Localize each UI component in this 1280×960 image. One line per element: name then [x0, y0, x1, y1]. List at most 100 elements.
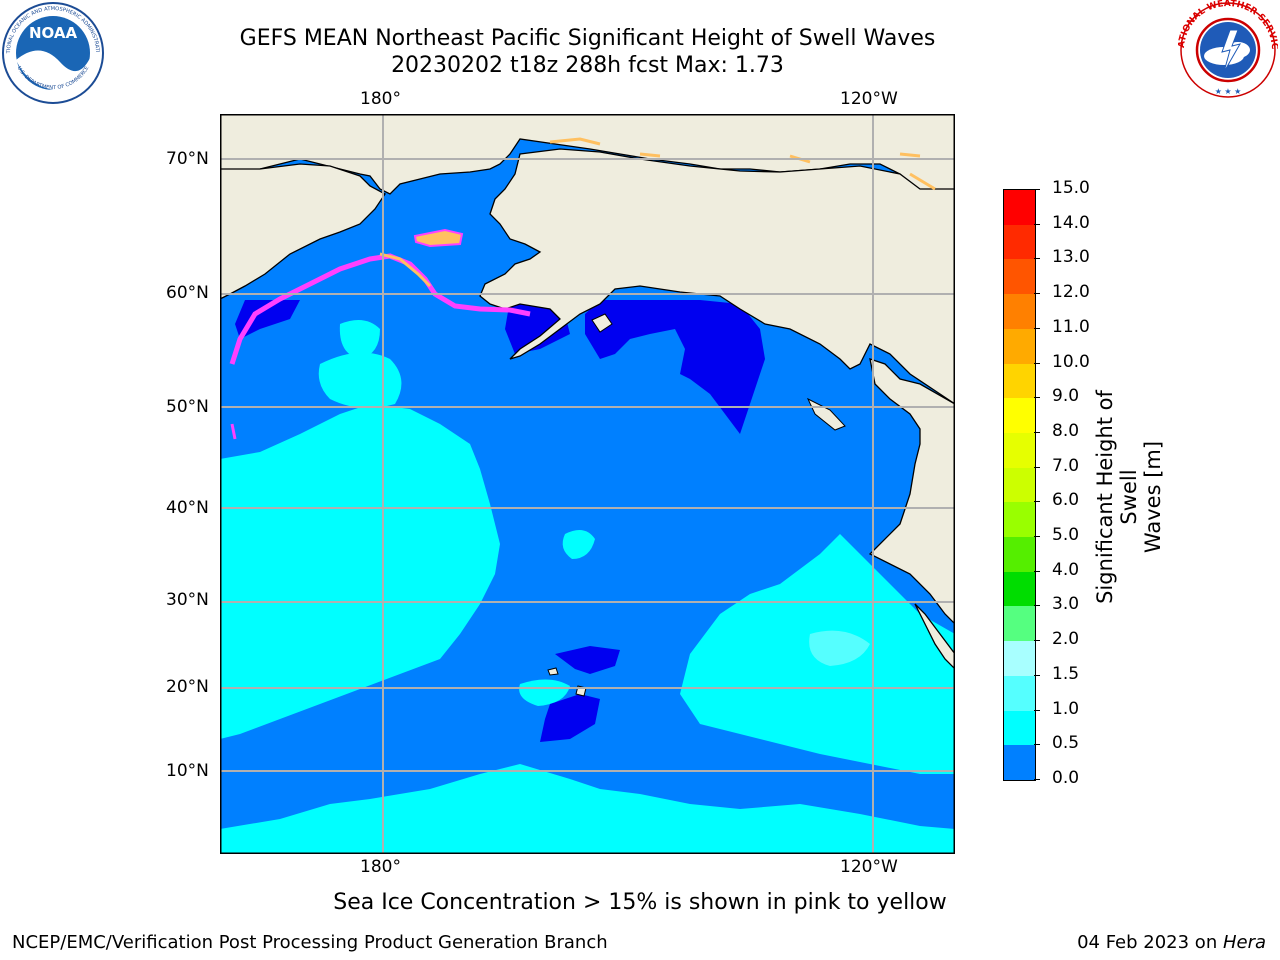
lon-label-bottom-120w: 120°W	[840, 857, 898, 877]
colorbar-tick-label: 3.0	[1052, 594, 1080, 615]
land-northwest-coast	[868, 358, 955, 625]
colorbar-tick-mark	[1034, 362, 1040, 364]
swell-region-gulf-dark	[585, 300, 765, 434]
colorbar-tick-mark	[1034, 327, 1040, 329]
footer-date-text: 04 Feb 2023 on	[1077, 932, 1223, 953]
colorbar-swatch	[1004, 710, 1035, 746]
noaa-logo-text: NOAA	[29, 24, 78, 42]
colorbar-tick-label: 0.5	[1052, 733, 1080, 754]
footer-credit: NCEP/EMC/Verification Post Processing Pr…	[12, 932, 608, 953]
colorbar-tick-label: 7.0	[1052, 455, 1080, 476]
colorbar-swatch	[1004, 467, 1035, 503]
land-alaska-mainland	[479, 148, 955, 405]
colorbar-tick-mark	[1034, 223, 1040, 225]
colorbar-tick-label: 6.0	[1052, 490, 1080, 511]
colorbar-tick-label: 13.0	[1052, 247, 1090, 268]
lat-label-10n: 10°N	[166, 761, 209, 781]
colorbar-tick-label: 10.0	[1052, 351, 1090, 372]
colorbar-swatch	[1004, 502, 1035, 538]
colorbar-swatch	[1004, 363, 1035, 399]
colorbar-swatch	[1004, 537, 1035, 572]
map-subtitle: 20230202 t18z 288h fcst Max: 1.73	[391, 53, 784, 78]
nws-stars-icon: ★ ★ ★	[1215, 87, 1242, 96]
lat-label-60n: 60°N	[166, 283, 209, 303]
colorbar-tick-label: 12.0	[1052, 282, 1090, 303]
colorbar-tick-mark	[1034, 779, 1040, 780]
colorbar-tick-label: 4.0	[1052, 559, 1080, 580]
colorbar-tick-mark	[1034, 189, 1040, 190]
colorbar-tick-mark	[1034, 674, 1040, 676]
colorbar-swatch	[1004, 328, 1035, 364]
lat-label-20n: 20°N	[166, 677, 209, 697]
nws-logo: NATIONAL WEATHER SERVICE ★ ★ ★	[1178, 0, 1278, 98]
sea-ice-kamchatka	[230, 423, 237, 440]
map-frame	[220, 114, 955, 854]
colorbar-swatch	[1004, 294, 1035, 329]
colorbar-tick-mark	[1034, 709, 1040, 711]
colorbar-swatch	[1004, 259, 1035, 295]
colorbar-swatch	[1004, 432, 1035, 468]
colorbar-tick-label: 11.0	[1052, 316, 1090, 337]
land-chukotka	[220, 163, 386, 300]
colorbar-swatch	[1004, 190, 1035, 225]
footer-host: Hera	[1222, 932, 1266, 953]
colorbar-tick-mark	[1034, 570, 1040, 572]
colorbar-tick-label: 9.0	[1052, 386, 1080, 407]
colorbar-tick-mark	[1034, 397, 1040, 399]
colorbar-tick-label: 0.0	[1052, 768, 1080, 788]
swell-height-map	[220, 114, 955, 854]
lon-label-top-180: 180°	[360, 89, 401, 109]
colorbar-swatch	[1004, 745, 1035, 780]
colorbar-tick-mark	[1034, 744, 1040, 746]
swell-region-west-light	[220, 404, 500, 739]
colorbar-swatch	[1004, 398, 1035, 433]
colorbar-label-line1: Significant Height of Swell	[1093, 390, 1141, 604]
colorbar-tick-label: 1.0	[1052, 698, 1080, 719]
colorbar-tick-label: 14.0	[1052, 212, 1090, 233]
lon-label-bottom-180: 180°	[360, 857, 401, 877]
colorbar-tick-mark	[1034, 501, 1040, 503]
land-baja-mexico	[914, 603, 955, 670]
sea-ice-norton	[413, 228, 464, 248]
lat-label-50n: 50°N	[166, 397, 209, 417]
footer-date: 04 Feb 2023 on Hera	[1077, 932, 1266, 953]
colorbar-tick-mark	[1034, 258, 1040, 260]
swell-region-hawaii-light	[519, 679, 570, 706]
land-kodiak-island	[591, 313, 613, 333]
lat-label-40n: 40°N	[166, 498, 209, 518]
swell-region-lighter	[809, 630, 870, 666]
colorbar	[1003, 189, 1036, 781]
colorbar-tick-mark	[1034, 466, 1040, 468]
swell-region-center-light	[562, 530, 595, 559]
noaa-logo: NOAA NATIONAL OCEANIC AND ATMOSPHERIC AD…	[0, 0, 104, 104]
colorbar-ticks: 15.0 14.0 13.0 12.0 11.0 10.0 9.0 8.0 7.0 6.0 5.0 4…	[1034, 178, 1094, 788]
lat-label-30n: 30°N	[166, 590, 209, 610]
colorbar-tick-mark	[1034, 605, 1040, 607]
sea-ice-bering-orange	[379, 252, 432, 288]
colorbar-tick-label: 15.0	[1052, 178, 1090, 198]
swell-region-northwest-dark	[235, 300, 300, 339]
sea-ice-caption: Sea Ice Concentration > 15% is shown in …	[333, 890, 947, 915]
colorbar-tick-mark	[1034, 640, 1040, 642]
colorbar-swatch	[1004, 606, 1035, 642]
colorbar-swatch	[1004, 571, 1035, 607]
swell-region-west-light2	[318, 352, 402, 408]
swell-region-west-light3	[339, 320, 380, 359]
colorbar-tick-mark	[1034, 536, 1040, 538]
colorbar-tick-label: 5.0	[1052, 525, 1080, 546]
colorbar-swatch	[1004, 675, 1035, 711]
colorbar-tick-label: 8.0	[1052, 420, 1080, 441]
colorbar-swatch	[1004, 641, 1035, 676]
colorbar-label-line2: Waves [m]	[1141, 440, 1165, 554]
swell-region-south-light	[220, 764, 955, 854]
map-title: GEFS MEAN Northeast Pacific Significant …	[239, 26, 936, 51]
colorbar-tick-mark	[1034, 431, 1040, 433]
graticule	[220, 114, 955, 854]
colorbar-tick-label: 2.0	[1052, 629, 1080, 650]
colorbar-tick-mark	[1034, 293, 1040, 295]
colorbar-swatch	[1004, 224, 1035, 260]
colorbar-label: Significant Height of Swell Waves [m]	[1093, 372, 1165, 622]
colorbar-tick-label: 1.5	[1052, 663, 1080, 684]
lon-label-top-120w: 120°W	[840, 89, 898, 109]
lat-label-70n: 70°N	[166, 149, 209, 169]
